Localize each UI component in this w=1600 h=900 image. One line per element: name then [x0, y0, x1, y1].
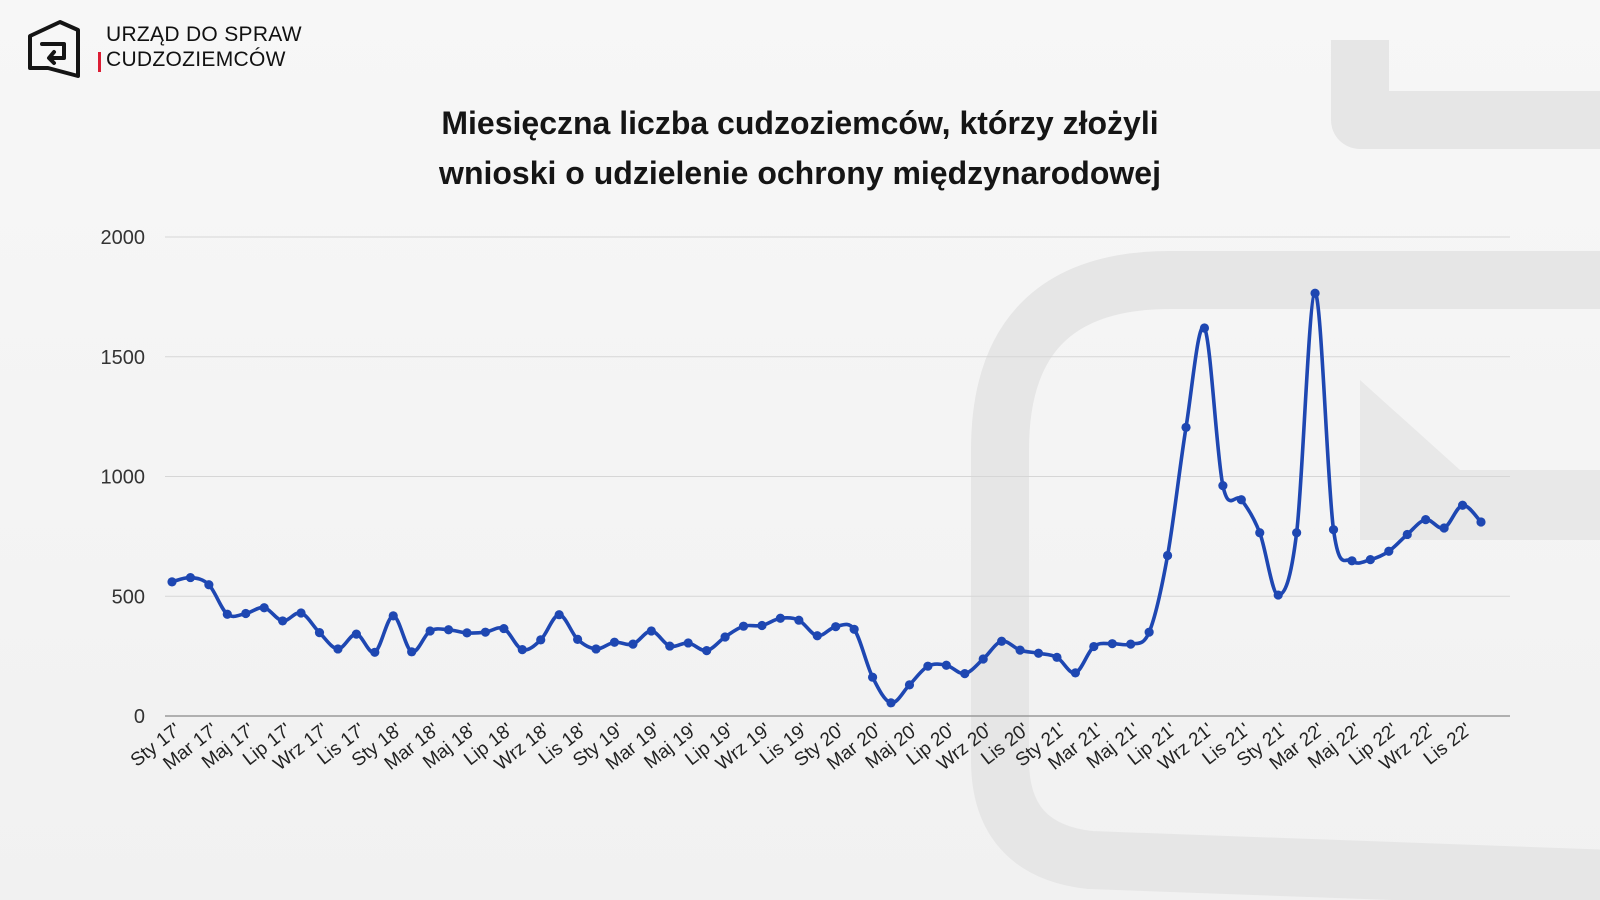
data-point	[886, 698, 896, 708]
data-point	[1384, 546, 1394, 556]
data-point	[720, 632, 730, 642]
data-point	[683, 638, 693, 648]
data-point	[1236, 495, 1246, 505]
data-point	[849, 624, 859, 634]
data-point	[831, 622, 841, 632]
logo-accent-bar	[98, 52, 101, 72]
data-point	[1144, 627, 1154, 637]
data-point	[536, 635, 546, 645]
data-point	[314, 628, 325, 638]
data-point	[462, 628, 472, 638]
y-tick-label: 2000	[101, 227, 146, 249]
data-point	[1402, 529, 1412, 540]
data-point	[609, 637, 620, 647]
data-point	[1107, 639, 1117, 649]
data-point	[997, 636, 1007, 646]
chart-title-line2: wnioski o udzielenie ochrony międzynarod…	[439, 155, 1161, 191]
data-point	[1218, 481, 1228, 491]
data-point	[1292, 528, 1302, 538]
data-point	[960, 669, 970, 679]
data-point	[665, 641, 675, 651]
data-point	[185, 572, 196, 583]
data-point	[738, 621, 749, 631]
data-point	[1328, 525, 1339, 535]
data-point	[812, 631, 822, 641]
data-point	[499, 623, 509, 634]
data-point	[1347, 556, 1357, 566]
data-point	[573, 634, 583, 644]
office-logo: URZĄD DO SPRAW CUDZOZIEMCÓW	[20, 16, 302, 82]
office-emblem-icon	[28, 20, 80, 78]
office-name-line2: CUDZOZIEMCÓW	[106, 48, 286, 71]
data-point	[775, 613, 786, 623]
data-point	[923, 661, 933, 671]
data-point	[646, 626, 656, 636]
data-point	[867, 672, 878, 682]
chart-series	[167, 288, 1486, 708]
data-point	[1421, 515, 1431, 525]
data-point	[1052, 652, 1062, 662]
data-point	[554, 610, 564, 620]
data-point	[941, 660, 951, 670]
data-point	[351, 629, 361, 639]
data-point	[978, 654, 988, 664]
data-point	[241, 608, 251, 619]
data-point	[1273, 590, 1283, 600]
data-point	[628, 639, 638, 649]
data-point	[1126, 639, 1136, 649]
chart-title: Miesięczna liczba cudzoziemców, którzy z…	[300, 98, 1300, 198]
data-point	[1070, 668, 1080, 678]
data-point	[1310, 288, 1320, 298]
data-point	[167, 577, 177, 587]
data-point	[296, 608, 306, 618]
x-axis-ticks: Sty 17'Mar 17'Maj 17'Lip 17'Wrz 17'Lis 1…	[127, 719, 1476, 775]
data-point	[370, 647, 380, 657]
y-tick-label: 0	[134, 706, 145, 728]
data-point	[757, 620, 767, 631]
data-point	[1457, 500, 1468, 510]
data-point	[204, 580, 214, 590]
data-point	[1033, 648, 1044, 658]
data-point	[1015, 645, 1025, 655]
data-point	[1476, 517, 1486, 527]
data-point	[407, 647, 417, 657]
data-point	[1439, 523, 1449, 533]
data-point	[425, 626, 435, 636]
data-point	[388, 611, 398, 621]
series-line	[170, 291, 1483, 705]
data-point	[904, 680, 915, 690]
data-point	[702, 646, 712, 656]
data-point	[1162, 550, 1173, 561]
data-point	[259, 603, 269, 613]
y-axis-ticks: 0 500 1000 1500 2000	[101, 227, 146, 728]
chart-gridlines	[165, 236, 1510, 717]
y-tick-label: 1000	[101, 467, 146, 489]
data-point	[517, 645, 527, 655]
data-point	[278, 616, 288, 626]
data-point	[222, 609, 232, 619]
data-point	[1181, 422, 1191, 433]
office-name-line1: URZĄD DO SPRAW	[106, 23, 302, 46]
data-point	[333, 644, 343, 654]
data-point	[794, 615, 804, 625]
data-point	[591, 644, 601, 654]
data-point	[1255, 528, 1265, 538]
chart-title-line1: Miesięczna liczba cudzoziemców, którzy z…	[441, 105, 1159, 141]
data-point	[443, 625, 454, 635]
data-point	[1089, 641, 1099, 652]
y-tick-label: 1500	[101, 347, 146, 369]
data-point	[1199, 323, 1210, 333]
data-point	[480, 627, 491, 637]
data-point	[1365, 555, 1375, 565]
y-tick-label: 500	[112, 586, 145, 608]
office-name: URZĄD DO SPRAW CUDZOZIEMCÓW	[98, 22, 302, 72]
